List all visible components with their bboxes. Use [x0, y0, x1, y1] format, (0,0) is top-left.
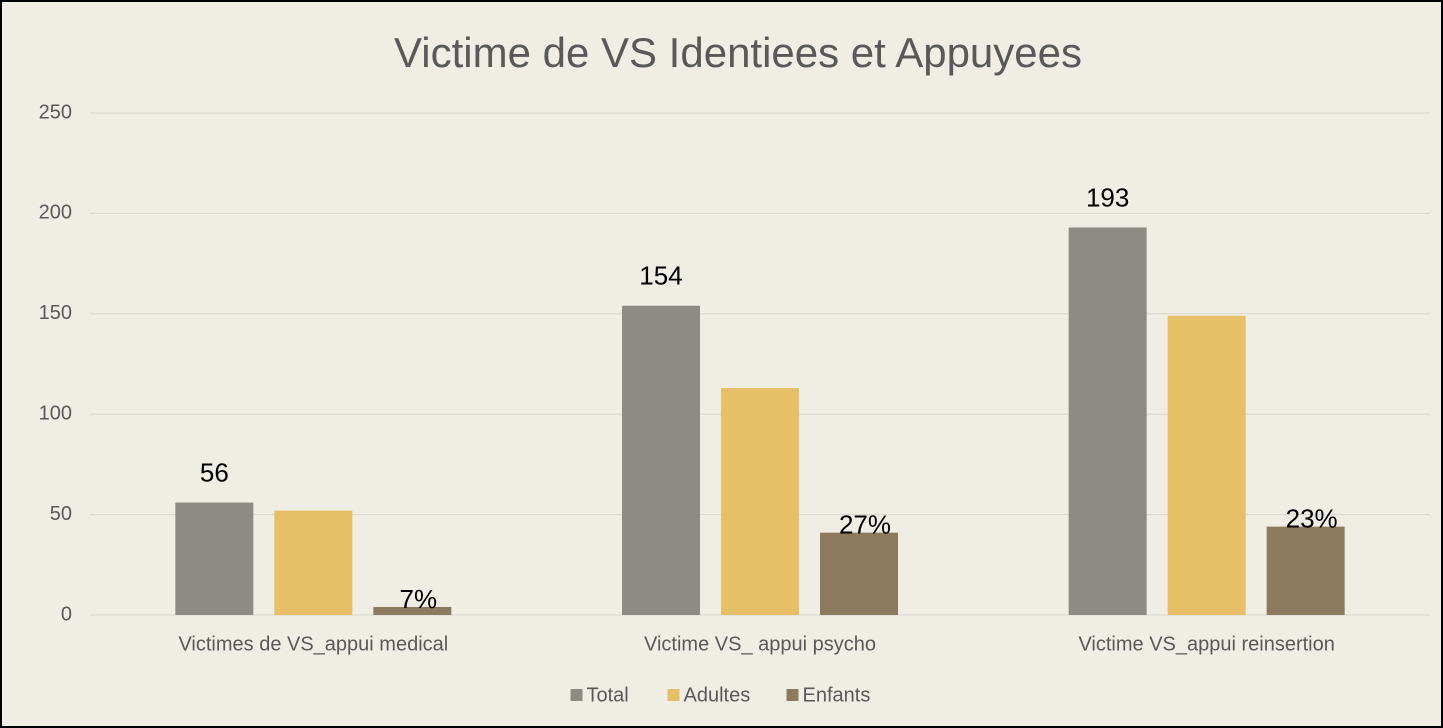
y-tick-label: 150	[39, 302, 72, 324]
legend-swatch	[786, 689, 799, 701]
legend-label: Total	[587, 684, 629, 706]
data-label: 56	[200, 457, 229, 487]
bar	[373, 606, 452, 615]
bar	[1167, 315, 1246, 615]
bar	[274, 510, 353, 615]
data-label: 154	[639, 261, 682, 291]
y-tick-label: 50	[50, 503, 72, 525]
bar	[1266, 526, 1345, 615]
legend-label: Adultes	[684, 684, 751, 706]
legend-swatch	[570, 689, 583, 701]
legend-swatch	[667, 689, 680, 701]
x-tick-label: Victime VS_ appui psycho	[644, 633, 876, 655]
bar	[175, 502, 254, 615]
y-tick-label: 200	[39, 202, 72, 224]
chart-title: Victime de VS Identiees et Appuyees	[394, 29, 1082, 76]
annotation: 27%	[839, 510, 891, 540]
x-tick-label: Victimes de VS_appui medical	[178, 633, 448, 655]
data-label: 193	[1086, 182, 1129, 212]
y-tick-label: 0	[61, 603, 72, 625]
x-tick-label: Victime VS_appui reinsertion	[1078, 633, 1334, 655]
bar	[820, 532, 898, 615]
bar	[622, 305, 700, 615]
legend-label: Enfants	[803, 684, 871, 706]
y-tick-label: 100	[39, 402, 72, 424]
bar	[721, 388, 799, 615]
bar	[1068, 227, 1147, 615]
annotation: 7%	[400, 584, 438, 614]
y-tick-label: 250	[39, 101, 72, 123]
annotation: 23%	[1286, 504, 1338, 534]
